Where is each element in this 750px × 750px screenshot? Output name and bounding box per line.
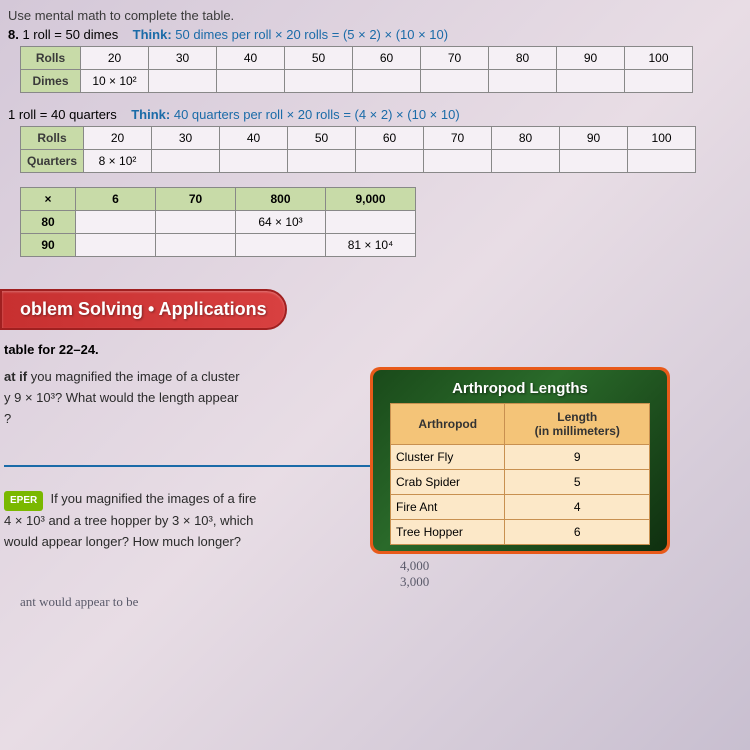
mult-cell: 64 × 10³ (236, 211, 326, 234)
col-val: 50 (285, 47, 353, 70)
section-banner: oblem Solving • Applications (0, 289, 287, 330)
empty-cell (353, 70, 421, 93)
dimes-label: Dimes (21, 70, 81, 93)
col-val: 80 (489, 47, 557, 70)
mult-row: 90 (21, 234, 76, 257)
mult-corner: × (21, 188, 76, 211)
arth-name: Tree Hopper (391, 520, 505, 545)
col-val: 90 (560, 127, 628, 150)
think-label-q: Think: (131, 107, 170, 122)
empty-cell (152, 150, 220, 173)
empty-cell (156, 211, 236, 234)
col-val: 40 (220, 127, 288, 150)
q22-bold: at if (4, 369, 27, 384)
q22-text: you magnified the image of a cluster (27, 369, 239, 384)
arth-table: Arthropod Length(in millimeters) Cluster… (390, 403, 650, 545)
arth-name: Cluster Fly (391, 445, 505, 470)
col-val: 60 (353, 47, 421, 70)
q22-line2: y 9 × 10³? What would the length appear (4, 390, 239, 405)
quarters-val: 8 × 10² (84, 150, 152, 173)
think-expr: = (5 × 2) × (10 × 10) (332, 27, 448, 42)
col-val: 20 (81, 47, 149, 70)
answer-line (4, 443, 370, 467)
q23-line2: 4 × 10³ and a tree hopper by 3 × 10³, wh… (4, 513, 253, 528)
col-val: 70 (421, 47, 489, 70)
mult-col: 6 (76, 188, 156, 211)
think-text-q: 40 quarters per roll × 20 rolls (174, 107, 340, 122)
q23-line1: If you magnified the images of a fire (50, 491, 256, 506)
empty-cell (236, 234, 326, 257)
empty-cell (489, 70, 557, 93)
deeper-badge: EPER (4, 491, 43, 511)
empty-cell (557, 70, 625, 93)
arth-len: 9 (505, 445, 650, 470)
mult-table: × 6 70 800 9,000 80 64 × 10³ 90 81 × 10⁴ (20, 187, 416, 257)
quarters-table: Rolls 20 30 40 50 60 70 80 90 100 Quarte… (20, 126, 696, 173)
col-val: 20 (84, 127, 152, 150)
col-val: 100 (625, 47, 693, 70)
arth-title: Arthropod Lengths (379, 376, 661, 403)
problem-8-line: 8. 1 roll = 50 dimes Think: 50 dimes per… (0, 27, 750, 42)
empty-cell (560, 150, 628, 173)
col-val: 90 (557, 47, 625, 70)
arth-col1: Arthropod (391, 404, 505, 445)
quarters-label: Quarters (21, 150, 84, 173)
empty-cell (285, 70, 353, 93)
empty-cell (220, 150, 288, 173)
empty-cell (76, 211, 156, 234)
question-23: EPER If you magnified the images of a fi… (4, 489, 370, 553)
dimes-val: 10 × 10² (81, 70, 149, 93)
arth-col2: Length(in millimeters) (505, 404, 650, 445)
col-val: 60 (356, 127, 424, 150)
col-val: 40 (217, 47, 285, 70)
empty-cell (326, 211, 416, 234)
col-val: 30 (149, 47, 217, 70)
col-val: 100 (628, 127, 696, 150)
col-val: 80 (492, 127, 560, 150)
mult-cell: 81 × 10⁴ (326, 234, 416, 257)
arth-name: Crab Spider (391, 470, 505, 495)
empty-cell (156, 234, 236, 257)
rolls-label-q: Rolls (21, 127, 84, 150)
question-22: at if you magnified the image of a clust… (4, 367, 370, 429)
arth-len: 4 (505, 495, 650, 520)
roll-equation-q: 1 roll = 40 quarters (8, 107, 117, 122)
col-val: 70 (424, 127, 492, 150)
q23-line3: would appear longer? How much longer? (4, 534, 241, 549)
mult-col: 70 (156, 188, 236, 211)
rolls-label: Rolls (21, 47, 81, 70)
subhead: table for 22–24. (0, 342, 750, 357)
arth-len: 5 (505, 470, 650, 495)
mult-col: 9,000 (326, 188, 416, 211)
think-expr-q: = (4 × 2) × (10 × 10) (343, 107, 459, 122)
roll-equation: 1 roll = 50 dimes (22, 27, 118, 42)
empty-cell (492, 150, 560, 173)
empty-cell (421, 70, 489, 93)
mult-col: 800 (236, 188, 326, 211)
handwritten: 4,000 3,000 (400, 558, 730, 590)
empty-cell (76, 234, 156, 257)
think-label: Think: (133, 27, 172, 42)
dimes-table: Rolls 20 30 40 50 60 70 80 90 100 Dimes … (20, 46, 693, 93)
empty-cell (288, 150, 356, 173)
q22-line3: ? (4, 411, 11, 426)
empty-cell (217, 70, 285, 93)
empty-cell (356, 150, 424, 173)
empty-cell (625, 70, 693, 93)
col-val: 50 (288, 127, 356, 150)
handwritten-bottom: ant would appear to be (20, 594, 750, 610)
arthropod-card: Arthropod Lengths Arthropod Length(in mi… (370, 367, 670, 554)
mult-row: 80 (21, 211, 76, 234)
instruction-text: Use mental math to complete the table. (0, 8, 750, 23)
arth-name: Fire Ant (391, 495, 505, 520)
col-val: 30 (152, 127, 220, 150)
empty-cell (149, 70, 217, 93)
problem-num: 8. (8, 27, 19, 42)
problem-quarters-line: 1 roll = 40 quarters Think: 40 quarters … (0, 107, 750, 122)
empty-cell (424, 150, 492, 173)
arth-len: 6 (505, 520, 650, 545)
empty-cell (628, 150, 696, 173)
think-text: 50 dimes per roll × 20 rolls (175, 27, 328, 42)
